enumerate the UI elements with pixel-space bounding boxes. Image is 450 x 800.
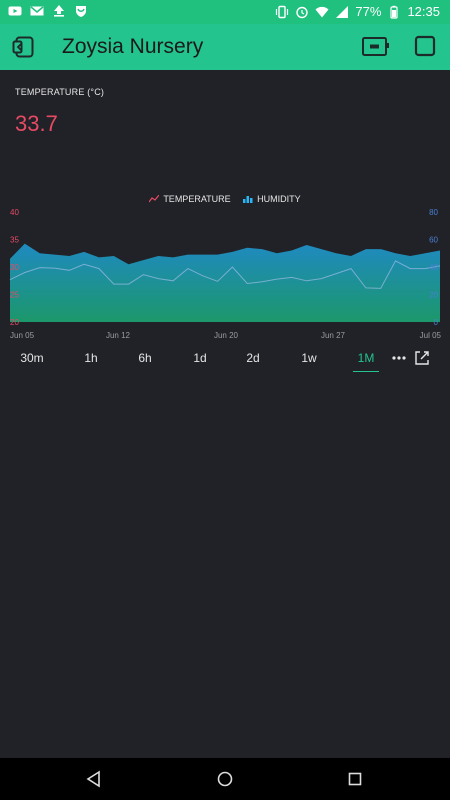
- range-30m[interactable]: 30m: [20, 351, 44, 365]
- legend-item-temperature: TEMPERATURE: [149, 194, 231, 204]
- x-axis-tick: Jun 27: [321, 331, 346, 340]
- home-circle-icon[interactable]: [216, 770, 234, 788]
- back-icon[interactable]: [12, 34, 38, 60]
- gmail-icon: [30, 4, 44, 18]
- left-axis-tick: 20: [10, 318, 19, 327]
- range-1h[interactable]: 1h: [84, 351, 98, 365]
- vibrate-icon: [275, 5, 289, 19]
- recents-square-icon[interactable]: [346, 770, 364, 788]
- wifi-icon: [315, 5, 329, 19]
- x-axis-tick: Jun 20: [214, 331, 239, 340]
- right-axis-tick: 80: [429, 208, 438, 217]
- navigation-bar: [0, 758, 450, 800]
- humidity-series-icon: [243, 196, 253, 203]
- time-range-selector: 30m 1h 6h 1d 2d 1w 1M: [0, 348, 450, 372]
- alarm-icon: [295, 5, 309, 19]
- more-icon[interactable]: [391, 348, 407, 368]
- chart-legend: TEMPERATURE HUMIDITY: [0, 194, 450, 205]
- left-axis-tick: 25: [10, 291, 19, 300]
- status-time: 12:35: [407, 4, 440, 19]
- temperature-series-icon: [149, 195, 160, 203]
- left-axis-tick: 40: [10, 208, 19, 217]
- device-icon[interactable]: [362, 36, 390, 58]
- battery-icon: [387, 5, 401, 19]
- superchart[interactable]: 40 35 30 25 20 80 60 40 20 0 Jun 05 Jun 12 Jun 20 Jun…: [0, 205, 450, 345]
- project-title: Zoysia Nursery: [62, 35, 204, 58]
- humidity-area: [10, 243, 440, 322]
- legend-label-temperature: TEMPERATURE: [163, 194, 231, 204]
- range-6h[interactable]: 6h: [138, 351, 152, 365]
- battery-percent: 77%: [355, 4, 382, 19]
- expand-icon[interactable]: [414, 350, 430, 366]
- right-axis-tick: 40: [429, 263, 438, 272]
- signal-icon: [335, 5, 349, 19]
- stop-icon[interactable]: [414, 35, 436, 57]
- right-axis-tick: 20: [429, 291, 438, 300]
- temperature-label: TEMPERATURE (°C): [15, 87, 105, 97]
- range-1M[interactable]: 1M: [353, 348, 379, 372]
- right-axis-tick: 0: [434, 318, 439, 327]
- shield-icon: [74, 4, 88, 18]
- upload-icon: [52, 4, 66, 18]
- left-axis-tick: 35: [10, 236, 19, 245]
- app-bar: Zoysia Nursery: [0, 24, 450, 70]
- legend-item-humidity: HUMIDITY: [243, 194, 301, 204]
- youtube-icon: [8, 4, 22, 18]
- x-axis-tick: Jun 05: [10, 331, 35, 340]
- legend-label-humidity: HUMIDITY: [257, 194, 301, 204]
- range-2d[interactable]: 2d: [246, 351, 260, 365]
- status-bar: 77% 12:35: [0, 0, 450, 24]
- temperature-value[interactable]: 33.7: [15, 111, 58, 136]
- left-axis-tick: 30: [10, 263, 19, 272]
- x-axis-tick: Jul 05: [420, 331, 442, 340]
- range-1w[interactable]: 1w: [301, 351, 317, 365]
- right-axis-tick: 60: [429, 236, 438, 245]
- x-axis-tick: Jun 12: [106, 331, 131, 340]
- temperature-line: [9, 260, 441, 289]
- back-triangle-icon[interactable]: [85, 770, 103, 788]
- range-1d[interactable]: 1d: [193, 351, 207, 365]
